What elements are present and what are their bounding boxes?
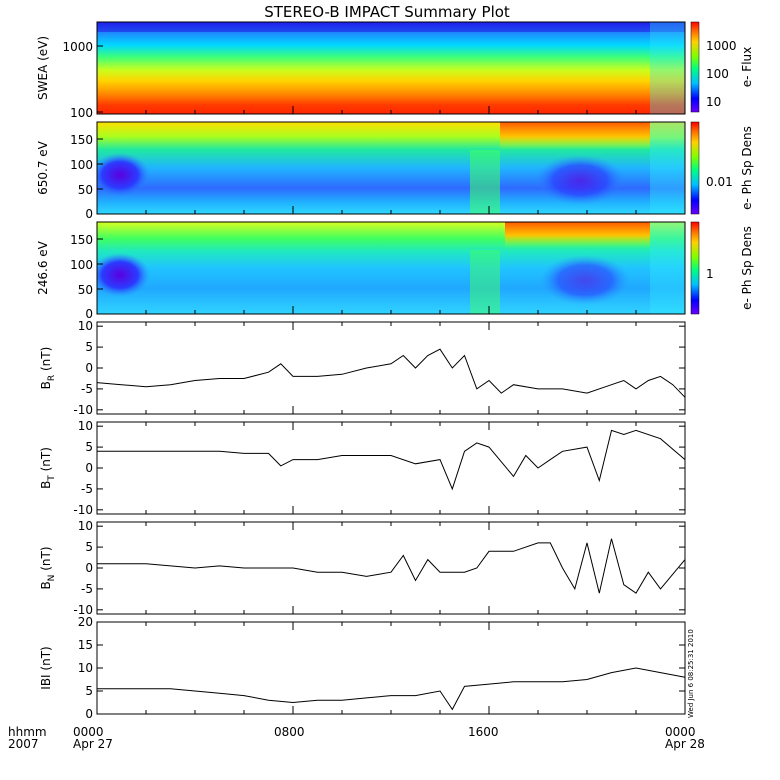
pad-246-colorbar-tick: 1 xyxy=(706,267,714,281)
pad-246-hot-region xyxy=(505,222,650,248)
bt-ytick-label: -10 xyxy=(73,503,93,517)
br-trace xyxy=(96,348,686,398)
pad-650-colorbar xyxy=(690,121,700,215)
pad-246-cold-blob-left xyxy=(97,253,150,297)
swea-colorbar-tick-1000: 1000 xyxy=(706,39,737,53)
bn-ytick-label: 10 xyxy=(78,519,93,533)
bn-trace xyxy=(97,538,686,594)
bmag-ytick-label: 5 xyxy=(85,684,93,698)
pad-650-yticks xyxy=(97,138,103,190)
pad-650-cold-blob-right xyxy=(535,155,625,205)
bmag-frame xyxy=(96,621,686,715)
pad-246-spectrogram xyxy=(97,222,685,314)
bt-ytick-label: 0 xyxy=(85,461,93,475)
swea-colorbar-label: e- Flux xyxy=(740,47,754,87)
swea-colorbar-tick-100: 100 xyxy=(706,67,729,81)
br-ytick-label: -5 xyxy=(81,382,93,396)
bmag-ytick-label: 15 xyxy=(78,638,93,652)
footer-tick-0000-end: 0000 xyxy=(665,725,696,739)
footer-date-end: Apr 28 xyxy=(665,737,705,751)
pad-246-ytick-label-100: 100 xyxy=(70,258,93,272)
footer-tick-0000-start: 0000 xyxy=(73,725,104,739)
br-ylabel: BR (nT) xyxy=(39,347,57,390)
pad-246-yticks xyxy=(97,238,103,290)
bt-frame xyxy=(96,421,686,515)
bn-frame xyxy=(96,521,686,615)
pad-246-ytick-label-50: 50 xyxy=(78,283,93,297)
swea-edge-band xyxy=(650,22,685,114)
pad-650-hot-region xyxy=(500,122,650,150)
line-panels: -10 -5 0 5 10 BR (nT) -10 -5 0 5 10 BT (nT) -10 -5 0 5 1… xyxy=(39,106,686,721)
bmag-ytick-label: 10 xyxy=(78,661,93,675)
pad-246-cold-blob-right xyxy=(540,255,630,305)
br-frame xyxy=(96,321,686,415)
swea-background xyxy=(97,22,685,114)
pad-246-ylabel: 246.6 eV xyxy=(36,240,50,295)
pad-650-colorbar-label: e- Ph Sp Dens xyxy=(740,126,754,210)
bn-ytick-label: -5 xyxy=(81,582,93,596)
pad-650-edge-band xyxy=(650,122,685,214)
bn-ytick-label: 0 xyxy=(85,561,93,575)
br-ytick-label: 0 xyxy=(85,361,93,375)
bt-ylabel: BT (nT) xyxy=(39,447,57,489)
pad-246-edge-band xyxy=(650,222,685,314)
swea-ytick-label-100: 100 xyxy=(70,106,93,120)
bt-ytick-label: -5 xyxy=(81,482,93,496)
pad-650-green-band xyxy=(470,150,500,214)
footer-tick-0800: 0800 xyxy=(274,725,305,739)
plot-title: STEREO-B IMPACT Summary Plot xyxy=(264,3,510,21)
footer-date-start: Apr 27 xyxy=(73,737,113,751)
pad-246-colorbar-label: e- Ph Sp Dens xyxy=(740,226,754,310)
pad-246-green-band xyxy=(470,250,500,314)
br-ytick-label: 5 xyxy=(85,340,93,354)
bmag-ylabel: IBI (nT) xyxy=(39,646,53,689)
pad-650-ytick-label-50: 50 xyxy=(78,183,93,197)
pad-246-ytick-label-0: 0 xyxy=(85,307,93,321)
swea-colorbar xyxy=(690,21,700,113)
bn-ytick-label: 5 xyxy=(85,540,93,554)
swea-ylabel: SWEA (eV) xyxy=(36,36,50,100)
pad-246-ytick-label-150: 150 xyxy=(70,233,93,247)
bt-ytick-label: 10 xyxy=(78,419,93,433)
swea-colorbar-tick-10: 10 xyxy=(706,95,721,109)
br-ytick-label: -10 xyxy=(73,403,93,417)
bt-trace xyxy=(97,429,686,491)
bmag-ytick-label: 0 xyxy=(85,707,93,721)
pad-650-ytick-label-0: 0 xyxy=(85,207,93,221)
bt-ytick-label: 5 xyxy=(85,440,93,454)
timestamp: Wed Jun 6 08:25:31 2010 xyxy=(687,629,695,718)
footer-tick-1600: 1600 xyxy=(468,725,499,739)
pad-650-cold-blob-left xyxy=(97,153,150,197)
bmag-ytick-label: 20 xyxy=(78,615,93,629)
pad-650-ytick-label-100: 100 xyxy=(70,158,93,172)
br-ytick-label: 10 xyxy=(78,319,93,333)
bn-ytick-label: -10 xyxy=(73,603,93,617)
swea-low-flux-strip xyxy=(97,22,685,32)
bn-ylabel: BN (nT) xyxy=(39,546,57,589)
pad-246-colorbar xyxy=(690,221,700,315)
footer-time-label: hhmm xyxy=(8,725,47,739)
pad-650-colorbar-tick: 0.01 xyxy=(706,175,733,189)
swea-ytick-label-1000: 1000 xyxy=(62,40,93,54)
pad-650-ylabel: 650.7 eV xyxy=(36,140,50,195)
pad-650-ytick-label-150: 150 xyxy=(70,133,93,147)
pad-650-spectrogram xyxy=(97,122,685,214)
bmag-trace xyxy=(97,667,686,711)
swea-spectrogram xyxy=(97,22,685,114)
footer-year-label: 2007 xyxy=(8,737,39,751)
